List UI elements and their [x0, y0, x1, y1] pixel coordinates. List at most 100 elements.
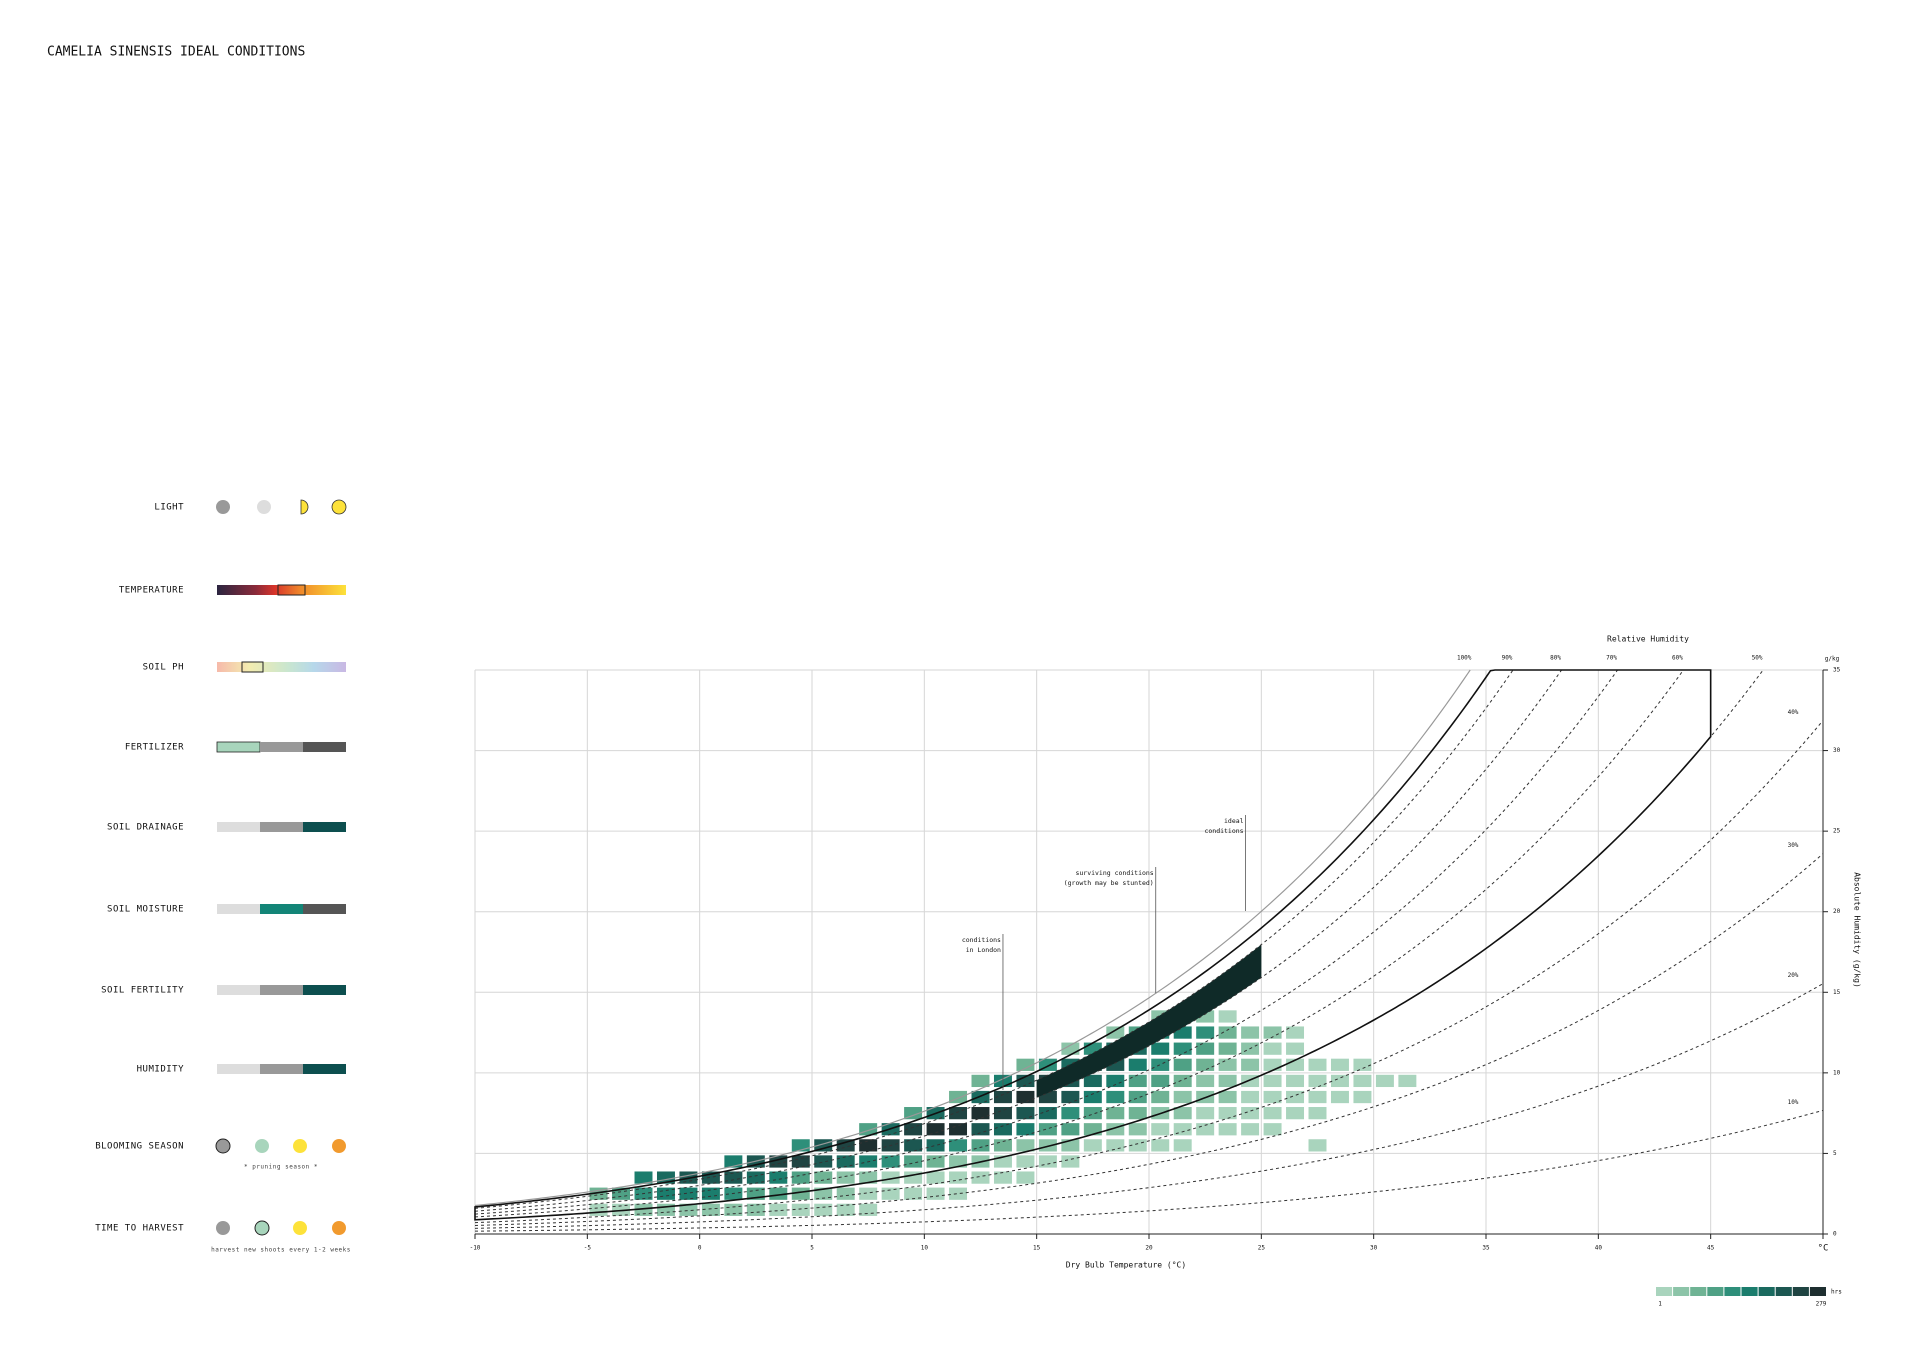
x-tick-label: 45 — [1707, 1245, 1715, 1252]
heat-cell — [1016, 1090, 1035, 1104]
heat-cell — [904, 1139, 923, 1152]
heat-cell — [1173, 1123, 1192, 1136]
heat-cell — [949, 1107, 968, 1120]
heat-cell — [769, 1203, 788, 1216]
heat-cell — [1173, 1090, 1192, 1104]
heat-cell — [1038, 1139, 1057, 1152]
heat-cell — [1196, 1026, 1215, 1039]
heat-cell — [1151, 1090, 1170, 1104]
heat-cell — [1353, 1074, 1372, 1088]
heat-cell — [1241, 1026, 1260, 1039]
rh-curve — [474, 669, 1618, 1215]
rh-curve — [474, 720, 1824, 1224]
heat-cell — [1263, 1042, 1282, 1055]
legend-label: SOIL MOISTURE — [107, 905, 184, 915]
x-axis-title: Dry Bulb Temperature (°C) — [1066, 1261, 1186, 1270]
colorbar-swatch — [1741, 1287, 1758, 1296]
swatch — [217, 1064, 260, 1074]
heat-cell — [791, 1155, 810, 1168]
heat-cell — [1083, 1139, 1102, 1152]
heat-cell — [634, 1171, 653, 1184]
heat-cell — [993, 1123, 1012, 1136]
heat-cell — [1061, 1090, 1080, 1104]
swatch — [255, 1139, 269, 1153]
heat-cell — [1330, 1090, 1349, 1104]
colorbar-swatch — [1690, 1287, 1707, 1296]
colorbar-swatch — [1792, 1287, 1809, 1296]
y-tick-label: 15 — [1833, 989, 1841, 996]
legend-label: SOIL FERTILITY — [101, 986, 184, 996]
chart-title: Relative Humidity — [1607, 635, 1689, 644]
heat-cell — [993, 1090, 1012, 1104]
note: * pruning season * — [244, 1164, 318, 1171]
heat-cell — [859, 1171, 878, 1184]
annotation: ideal — [1224, 817, 1244, 825]
heat-cell — [1016, 1123, 1035, 1136]
heat-cell — [1128, 1074, 1147, 1088]
swatch — [277, 584, 306, 596]
rh-label: 50% — [1752, 655, 1763, 662]
heat-cell — [1218, 1123, 1237, 1136]
heat-cell — [1308, 1058, 1327, 1071]
heat-cell — [1016, 1171, 1035, 1184]
heat-cell — [1038, 1123, 1057, 1136]
colorbar-swatch — [1758, 1287, 1775, 1296]
surviving-region — [474, 669, 1712, 1221]
heat-cell — [589, 1203, 608, 1216]
heat-cell — [701, 1203, 720, 1216]
heat-cell — [769, 1171, 788, 1184]
swatch — [260, 985, 303, 995]
heat-cell — [1173, 1107, 1192, 1120]
heat-cell — [1061, 1107, 1080, 1120]
legend-label: TEMPERATURE — [119, 586, 184, 596]
rh-curve — [474, 853, 1824, 1226]
heat-cell — [1196, 1074, 1215, 1088]
x-tick-label: 25 — [1258, 1245, 1266, 1252]
swatch — [216, 1221, 230, 1235]
rh-curve — [474, 669, 1514, 1209]
heat-cell — [949, 1187, 968, 1200]
rh-curve — [474, 669, 1764, 1221]
heat-cell — [1375, 1074, 1394, 1088]
page-title: CAMELIA SINENSIS IDEAL CONDITIONS — [47, 45, 305, 60]
y-tick-label: 10 — [1833, 1069, 1841, 1076]
heat-cell — [1263, 1074, 1282, 1088]
x-tick-label: -10 — [470, 1245, 481, 1252]
heat-cell — [1286, 1074, 1305, 1088]
heat-cell — [971, 1107, 990, 1120]
heat-cell — [836, 1155, 855, 1168]
colorbar-swatch — [1656, 1287, 1673, 1296]
heat-cell — [1173, 1139, 1192, 1152]
heat-cell — [1218, 1026, 1237, 1039]
heat-cell — [1218, 1090, 1237, 1104]
heat-cell — [1016, 1139, 1035, 1152]
heat-cell — [1353, 1090, 1372, 1104]
heat-cell — [1016, 1058, 1035, 1071]
note: harvest new shoots every 1-2 weeks — [211, 1247, 351, 1254]
heat-cell — [814, 1155, 833, 1168]
legend-swatches — [215, 499, 347, 1236]
x-tick-label: °C — [1818, 1244, 1829, 1254]
heat-cell — [1218, 1058, 1237, 1071]
psychrometric-chart: -10 -5 0 5 10 15 20 25 30 35 40 45 °C 0 5 10 15 20 25 30 35 1… — [470, 635, 1862, 1308]
heat-cell — [1218, 1107, 1237, 1120]
heat-cell — [1196, 1042, 1215, 1055]
heat-cell — [791, 1187, 810, 1200]
annotation: (growth may be stunted) — [1064, 879, 1154, 887]
heat-cell — [1128, 1090, 1147, 1104]
rh-label: 30% — [1788, 842, 1799, 849]
heat-cell — [1151, 1139, 1170, 1152]
heat-cell — [949, 1123, 968, 1136]
rh-curve — [474, 669, 1684, 1218]
y-tick-label: 35 — [1833, 667, 1841, 674]
swatch — [215, 1138, 231, 1154]
legend: LIGHT TEMPERATURE SOIL PH FERTILIZER SOI… — [95, 503, 351, 1254]
heat-cell — [634, 1203, 653, 1216]
heat-cell — [679, 1203, 698, 1216]
heat-cell — [1016, 1155, 1035, 1168]
heat-cell — [1308, 1139, 1327, 1152]
y-tick-label: 25 — [1833, 828, 1841, 835]
colorbar-min: 1 — [1658, 1301, 1662, 1308]
colorbar-max: 279 — [1816, 1301, 1827, 1308]
